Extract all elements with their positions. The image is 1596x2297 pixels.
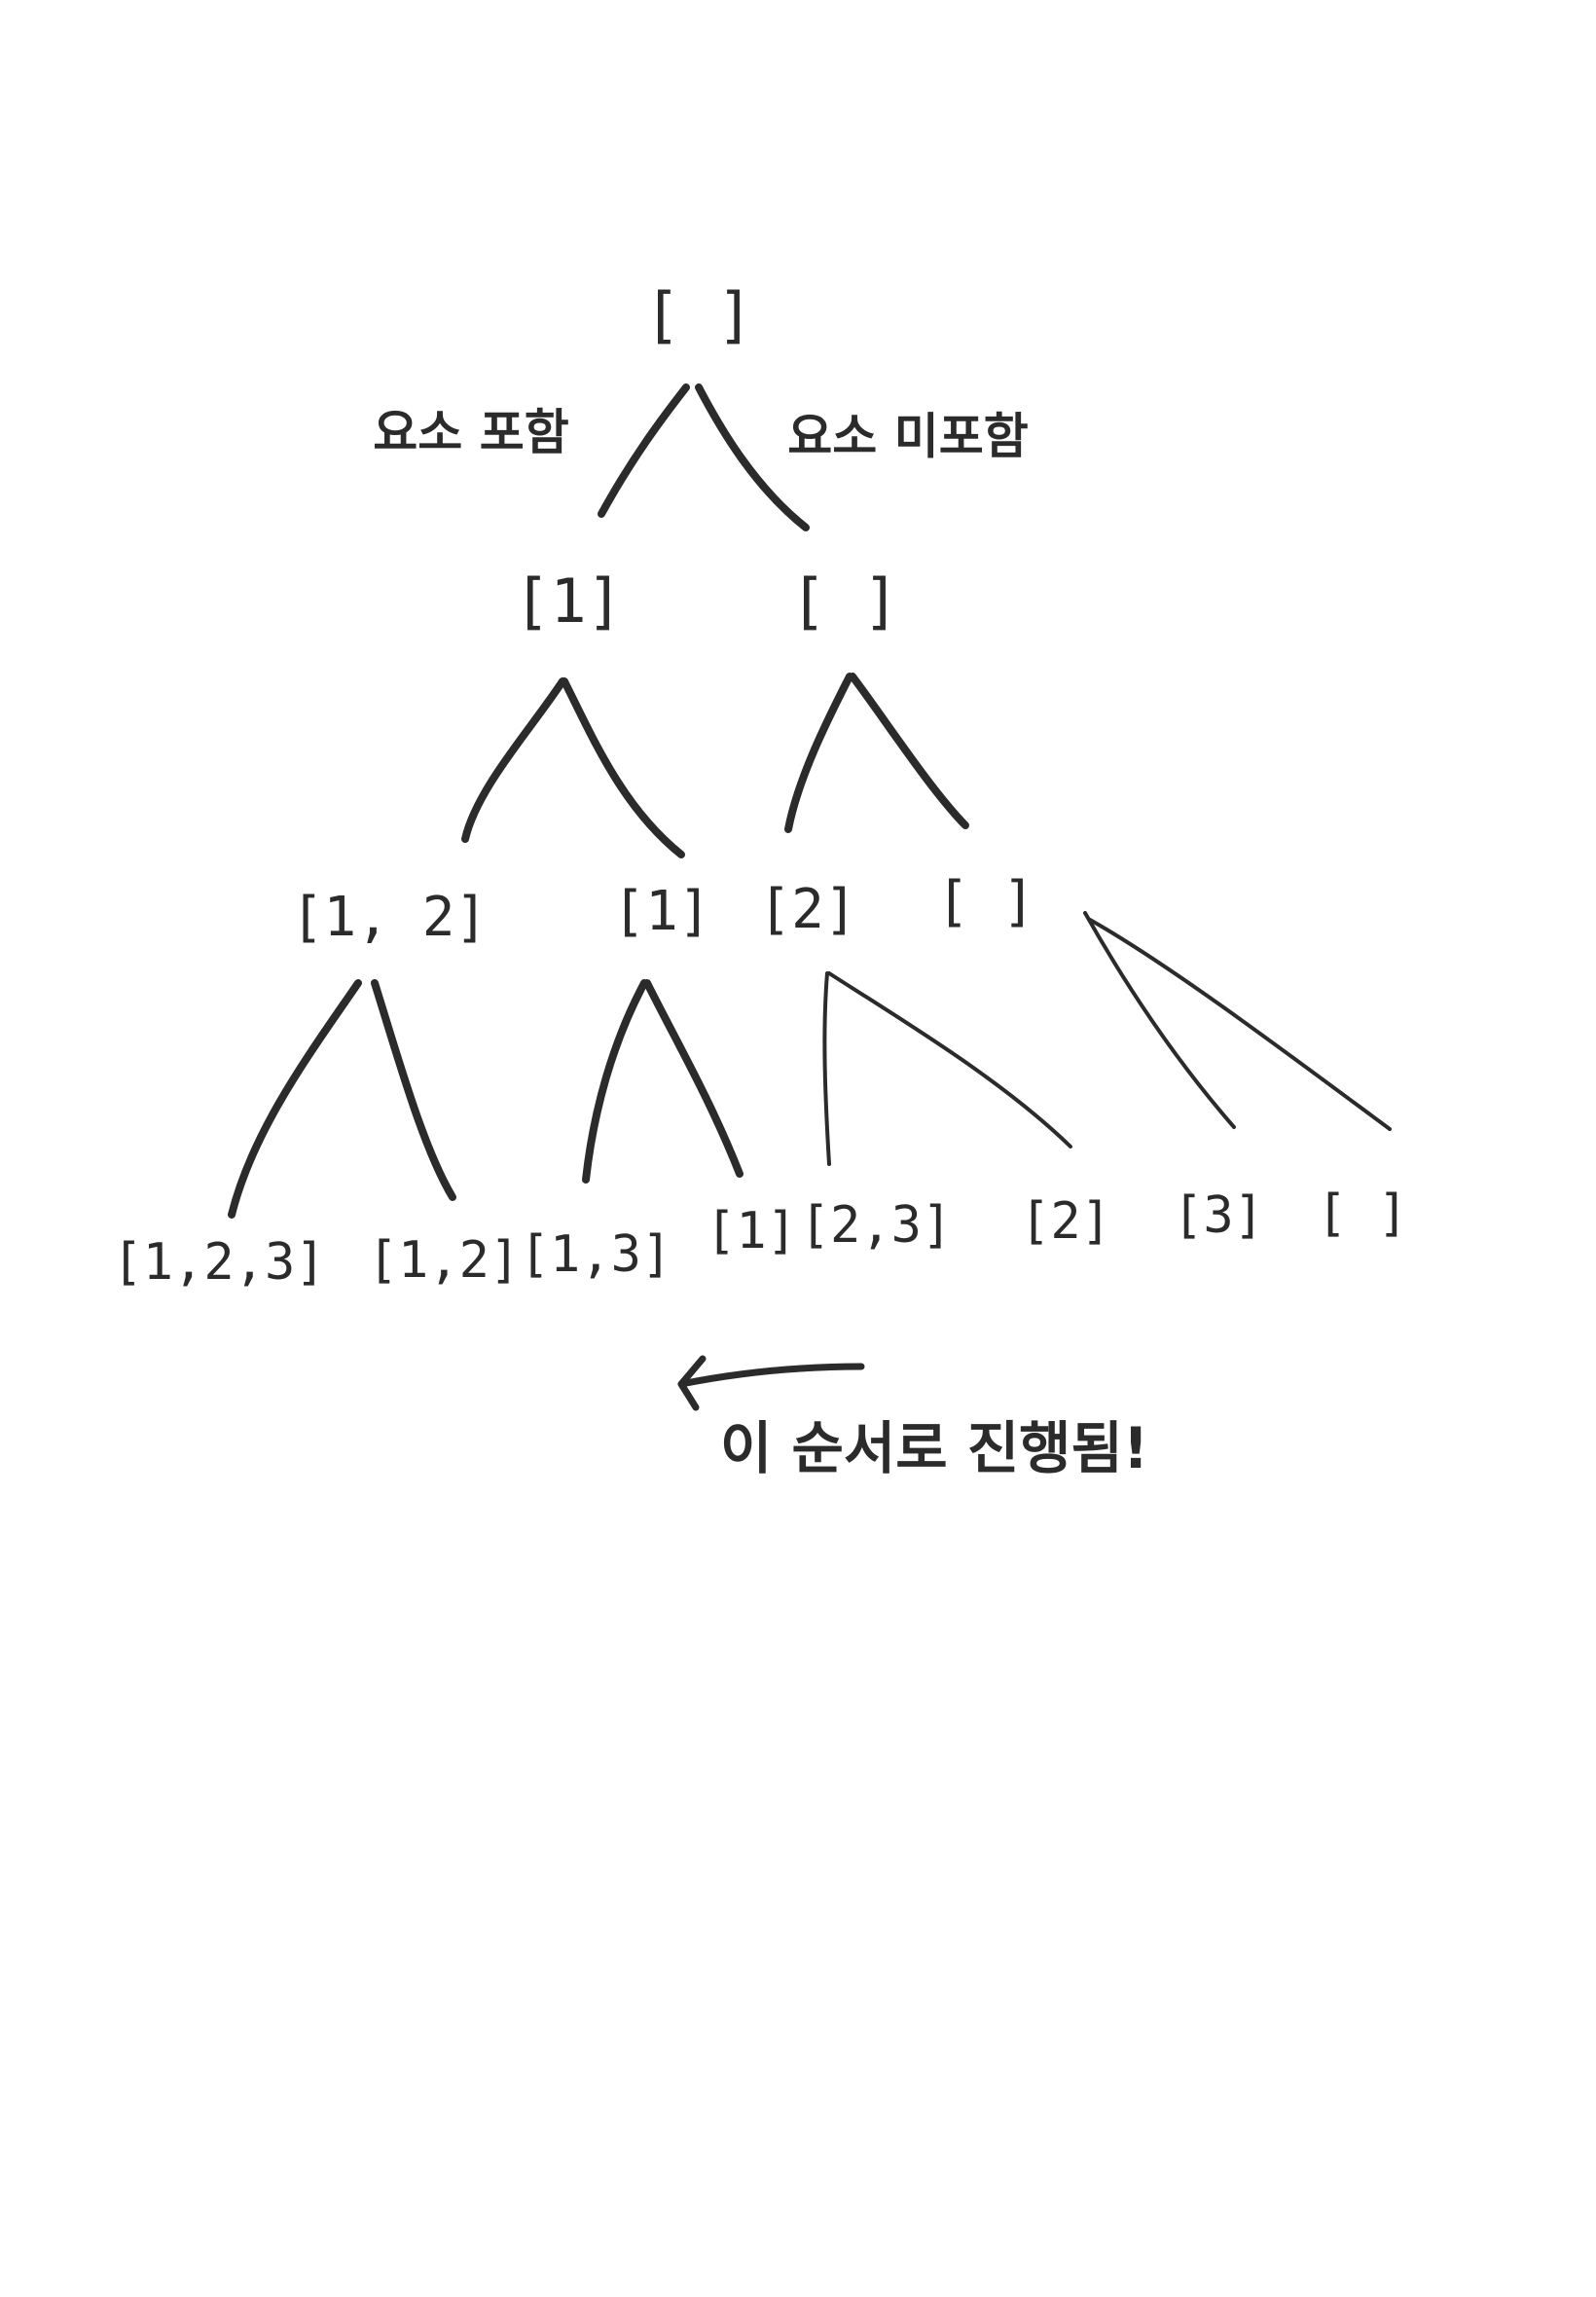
tree-node-root: [ ] <box>644 279 753 350</box>
tree-node-l3-6: [2] <box>1020 1192 1111 1251</box>
tree-node-l3-3: [1,3] <box>520 1225 672 1284</box>
edge-l2b-exclude <box>643 979 744 1178</box>
edge-l2d-include <box>1083 911 1236 1129</box>
edge-l2b-include <box>582 979 648 1184</box>
tree-node-l2-3: [2] <box>758 878 856 941</box>
tree-node-l3-7: [3] <box>1173 1186 1264 1245</box>
edge-l2a-exclude <box>371 979 456 1201</box>
tree-node-l2-2: [1] <box>612 880 710 943</box>
order-note: 이 순서로 진행됨! <box>720 1415 1148 1481</box>
tree-node-l1-exclude: [ ] <box>790 565 899 637</box>
edge-l2c-exclude <box>827 971 1072 1148</box>
edge-l1a-exclude <box>561 677 685 858</box>
edge-l1b-include <box>784 673 853 833</box>
tree-node-l3-8: [ ] <box>1317 1185 1408 1243</box>
edge-root-include <box>598 383 690 518</box>
tree-node-l2-4: [ ] <box>936 870 1034 933</box>
tree-node-l2-1: [1, 2] <box>291 886 488 949</box>
edge-l2a-include <box>228 979 362 1219</box>
tree-node-l3-1: [1,2,3] <box>112 1233 325 1292</box>
edge-l1a-include <box>461 677 566 843</box>
tree-node-l3-4: [1] <box>706 1202 797 1260</box>
tree-node-l1-include: [1] <box>514 565 623 637</box>
edge-l2c-include <box>822 971 831 1166</box>
edge-root-exclude <box>695 383 810 531</box>
left-arrow-icon <box>677 1355 865 1411</box>
tree-node-l3-2: [1,2] <box>368 1231 521 1290</box>
tree-node-l3-5: [2,3] <box>800 1196 953 1255</box>
exclude-label: 요소 미포함 <box>787 409 1028 465</box>
include-label: 요소 포함 <box>373 405 568 461</box>
edge-l1b-exclude <box>849 673 969 829</box>
edge-l2d-exclude <box>1088 918 1392 1131</box>
